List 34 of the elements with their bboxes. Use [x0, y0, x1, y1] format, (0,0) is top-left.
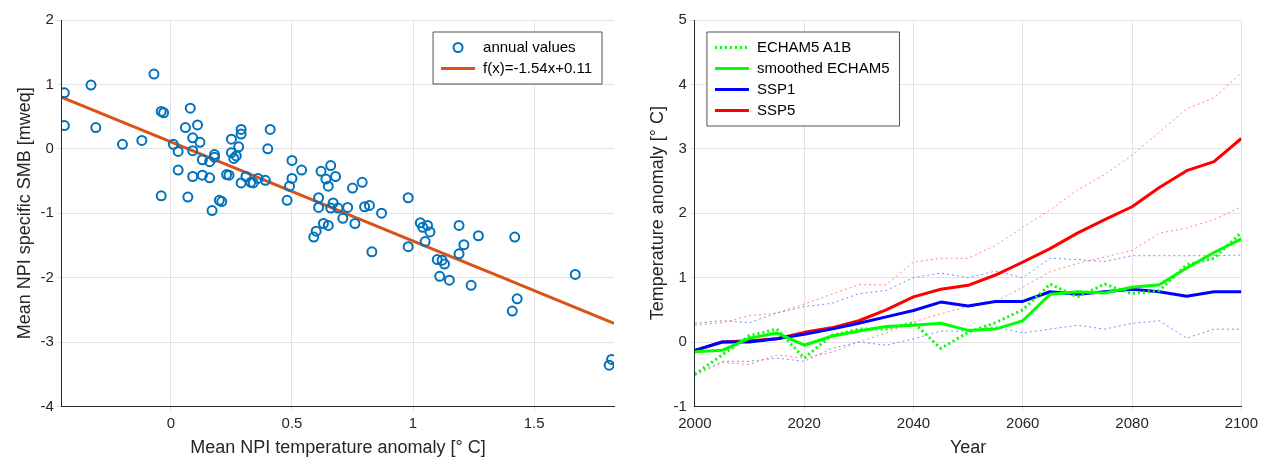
- x-axis-title: Mean NPI temperature anomaly [° C]: [190, 437, 486, 458]
- y-tick-label: -1: [673, 396, 687, 414]
- x-tick-label: 2080: [1115, 413, 1149, 431]
- y-tick-label: 4: [678, 74, 687, 92]
- x-tick-label: 0.5: [281, 413, 303, 431]
- x-tick-label: 0: [166, 413, 176, 431]
- legend-label: ECHAM5 A1B: [756, 37, 852, 55]
- y-tick-label: -1: [40, 203, 54, 221]
- x-tick-label: 1.5: [523, 413, 545, 431]
- y-tick-label: 1: [678, 267, 687, 285]
- y-tick-label: -4: [40, 396, 54, 414]
- y-tick-label: 0: [45, 138, 54, 156]
- y-tick-label: -2: [40, 267, 54, 285]
- y-tick-label: 2: [45, 10, 54, 28]
- legend-label: SSP1: [756, 79, 796, 97]
- x-axis-title: Year: [949, 437, 987, 458]
- y-tick-label: 0: [678, 332, 687, 350]
- x-tick-label: 2040: [896, 413, 931, 431]
- legend-label: SSP5: [756, 100, 796, 118]
- y-tick-label: -3: [40, 332, 54, 350]
- y-axis-title: Mean NPI specific SMB [mweq]: [13, 87, 34, 340]
- y-tick-label: 1: [45, 74, 54, 92]
- x-tick-label: 2100: [1224, 413, 1258, 431]
- legend-label: smoothed ECHAM5: [756, 58, 890, 76]
- x-tick-label: 2060: [1006, 413, 1040, 431]
- legend-label: annual values: [483, 37, 576, 55]
- y-tick-label: 5: [678, 10, 687, 28]
- legend-label: f(x)=-1.54x+0.11: [483, 58, 593, 76]
- y-tick-label: 3: [678, 138, 687, 156]
- x-tick-label: 1: [408, 413, 418, 431]
- x-tick-label: 2000: [678, 413, 712, 431]
- x-tick-label: 2020: [787, 413, 821, 431]
- y-tick-label: 2: [678, 203, 687, 221]
- y-axis-title: Temperature anomaly [° C]: [646, 106, 667, 321]
